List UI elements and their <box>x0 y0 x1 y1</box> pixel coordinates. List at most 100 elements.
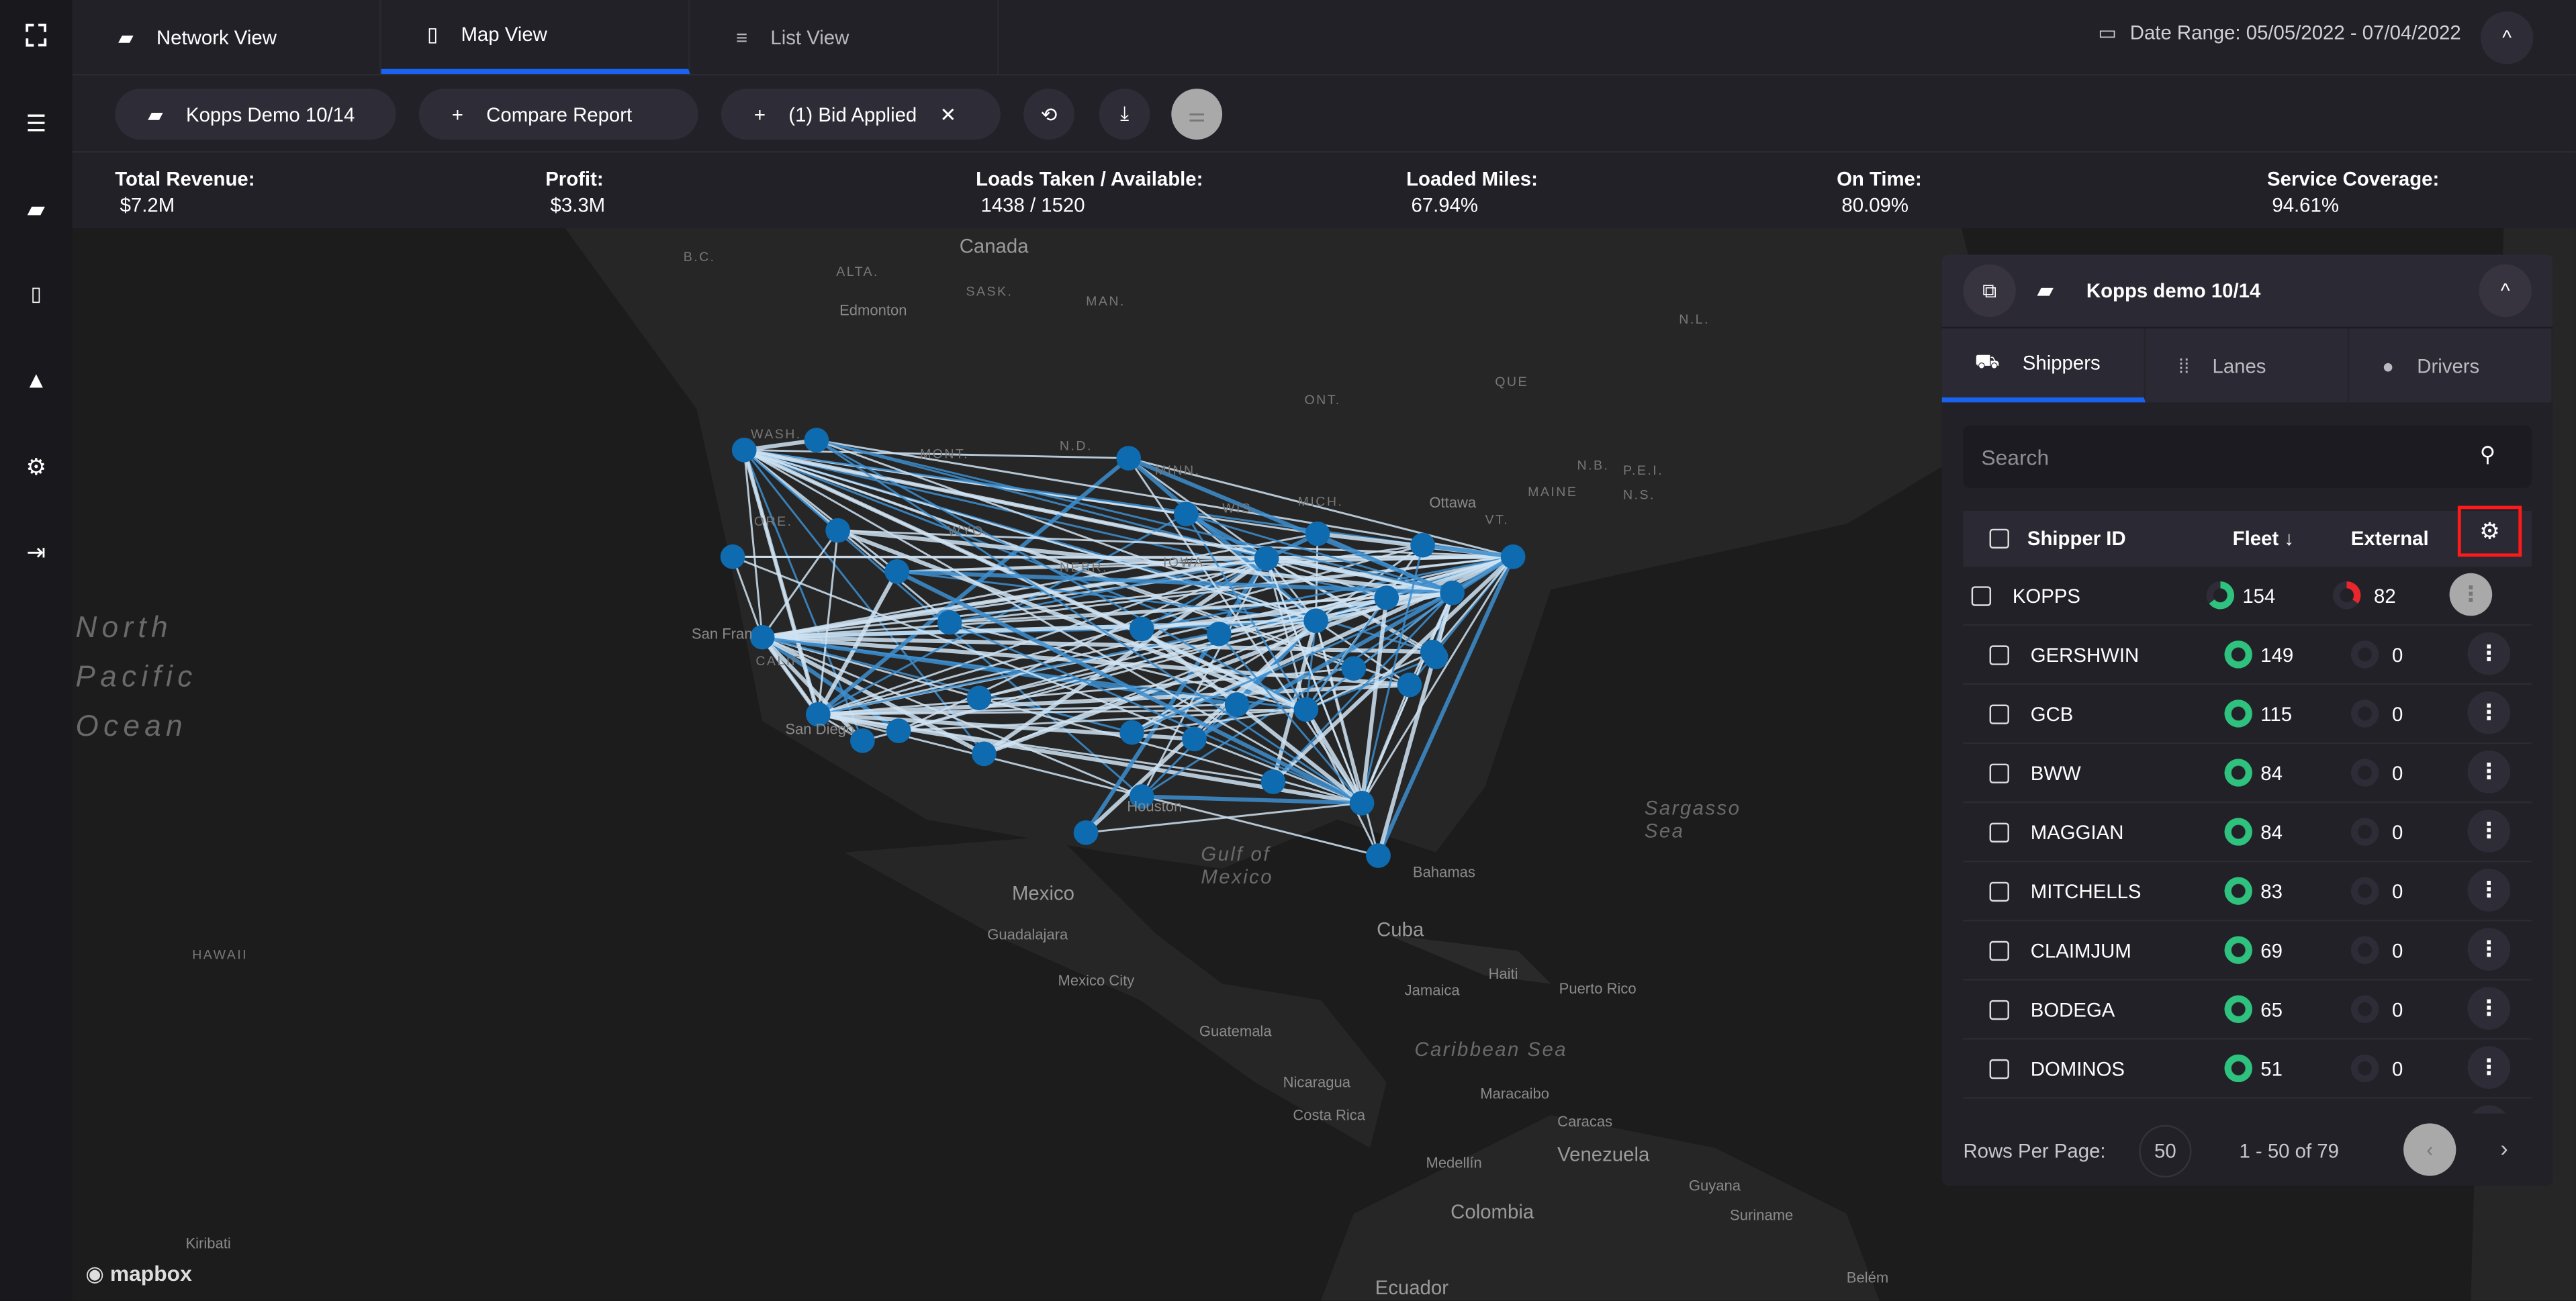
location-node[interactable] <box>1293 697 1319 722</box>
location-node[interactable] <box>731 437 757 463</box>
location-node[interactable] <box>1366 843 1391 868</box>
location-node[interactable] <box>805 702 831 727</box>
next-page-button[interactable]: › <box>2500 1135 2508 1161</box>
row-checkbox[interactable] <box>1989 941 2009 961</box>
lane-line[interactable] <box>1317 532 1453 594</box>
lane-line[interactable] <box>761 635 900 733</box>
lane-line[interactable] <box>743 450 764 638</box>
location-node[interactable] <box>1303 608 1328 634</box>
lane-line[interactable] <box>1141 591 1453 632</box>
location-node[interactable] <box>804 428 829 452</box>
history-button[interactable]: ⟲ <box>1023 89 1074 140</box>
lane-line[interactable] <box>949 591 1453 624</box>
lane-line[interactable] <box>743 449 1363 804</box>
row-checkbox[interactable] <box>1989 881 2009 902</box>
lane-line[interactable] <box>1272 592 1453 783</box>
lane-line[interactable] <box>896 569 1453 595</box>
column-fleet[interactable]: Fleet ↓ <box>2232 527 2295 550</box>
location-node[interactable] <box>1420 639 1445 665</box>
lane-line[interactable] <box>816 439 1307 711</box>
lane-line[interactable] <box>978 697 1363 804</box>
lane-line[interactable] <box>1128 457 1514 558</box>
lane-line[interactable] <box>1084 557 1269 834</box>
menu-icon[interactable]: ☰ <box>26 109 47 137</box>
location-node[interactable] <box>1500 544 1526 569</box>
location-node[interactable] <box>1073 820 1099 845</box>
lane-line[interactable] <box>1142 794 1363 806</box>
row-checkbox[interactable] <box>1989 1059 2009 1079</box>
row-menu-button[interactable]: ⋮ <box>2467 691 2511 734</box>
table-row[interactable]: DOMINOS 51 0 ⋮ <box>1963 1040 2532 1099</box>
location-node[interactable] <box>1182 726 1207 752</box>
lane-line[interactable] <box>817 513 1187 716</box>
row-menu-button[interactable]: ⋮ <box>2467 810 2511 853</box>
row-menu-button[interactable]: ⋮ <box>2467 751 2511 793</box>
location-node[interactable] <box>1173 501 1199 527</box>
collapse-panel-button[interactable]: ^ <box>2479 264 2532 318</box>
location-node[interactable] <box>1224 692 1250 717</box>
lane-line[interactable] <box>949 555 1514 624</box>
row-menu-button[interactable]: ⋮ <box>2467 869 2511 912</box>
lane-line[interactable] <box>1360 597 1389 804</box>
lane-line[interactable] <box>744 448 1129 460</box>
logo-icon[interactable]: ⛶ <box>26 19 47 53</box>
lane-line[interactable] <box>817 713 1379 857</box>
location-node[interactable] <box>1341 656 1367 681</box>
lane-line[interactable] <box>762 555 1514 638</box>
lane-line[interactable] <box>1265 558 1363 804</box>
location-node[interactable] <box>1119 720 1144 745</box>
lane-line[interactable] <box>1218 633 1363 804</box>
lane-line[interactable] <box>743 448 1453 594</box>
lane-line[interactable] <box>1305 620 1318 710</box>
lane-line[interactable] <box>1218 591 1453 635</box>
lane-line[interactable] <box>1376 556 1515 857</box>
search-input[interactable] <box>1963 425 2476 488</box>
lane-line[interactable] <box>1361 544 1424 804</box>
prev-page-button[interactable]: ‹ <box>2403 1123 2456 1176</box>
lane-line[interactable] <box>1305 597 1387 710</box>
location-node[interactable] <box>1410 532 1435 558</box>
lane-line[interactable] <box>731 556 764 638</box>
tab-lanes[interactable]: ⁞⁞ Lanes <box>2146 328 2350 403</box>
lane-line[interactable] <box>949 621 1363 804</box>
copy-icon[interactable]: ⧉ <box>1963 264 2016 318</box>
lane-line[interactable] <box>816 439 1453 594</box>
location-node[interactable] <box>1397 672 1422 697</box>
lane-line[interactable] <box>1128 457 1363 804</box>
lane-line[interactable] <box>1140 627 1363 805</box>
lane-line[interactable] <box>742 449 821 716</box>
row-menu-button[interactable]: ⋮ <box>2449 573 2493 616</box>
location-node[interactable] <box>1440 580 1465 606</box>
tab-drivers[interactable]: ● Drivers <box>2349 328 2553 403</box>
lane-line[interactable] <box>1127 456 1318 623</box>
location-node[interactable] <box>825 518 851 543</box>
lane-line[interactable] <box>1376 592 1455 857</box>
lane-line[interactable] <box>1085 802 1363 834</box>
table-row[interactable]: GERSHWIN 149 0 ⋮ <box>1963 626 2532 685</box>
location-node[interactable] <box>1260 769 1286 794</box>
lane-line[interactable] <box>732 555 1363 804</box>
tab-network-view[interactable]: ▰ Network View <box>73 0 381 75</box>
tab-shippers[interactable]: ⛟ Shippers <box>1941 328 2146 403</box>
lane-line[interactable] <box>1361 684 1411 804</box>
lane-line[interactable] <box>762 636 1307 711</box>
lane-line[interactable] <box>1084 619 1318 834</box>
location-node[interactable] <box>1349 790 1375 816</box>
map-svg[interactable] <box>73 228 2576 1301</box>
table-row[interactable]: BODEGA 65 0 ⋮ <box>1963 981 2532 1040</box>
location-node[interactable] <box>884 559 910 584</box>
report-selector-button[interactable]: ▰ Kopps Demo 10/14 <box>115 89 396 140</box>
table-row[interactable]: MITCHELLS 83 0 ⋮ <box>1963 862 2532 922</box>
location-node[interactable] <box>972 741 997 767</box>
lane-line[interactable] <box>1141 555 1514 630</box>
column-settings-gear-icon[interactable]: ⚙ <box>2457 505 2522 557</box>
mapbox-logo[interactable]: ◉ mapbox <box>85 1261 192 1286</box>
collapse-header-button[interactable]: ^ <box>2481 11 2534 64</box>
lane-line[interactable] <box>817 530 839 715</box>
lane-line[interactable] <box>817 544 1423 716</box>
document-dollar-icon[interactable]: ▯ <box>30 282 42 306</box>
lane-line[interactable] <box>837 529 1514 558</box>
location-node[interactable] <box>720 544 745 569</box>
compare-report-button[interactable]: + Compare Report <box>418 89 698 140</box>
lane-line[interactable] <box>1131 591 1453 734</box>
